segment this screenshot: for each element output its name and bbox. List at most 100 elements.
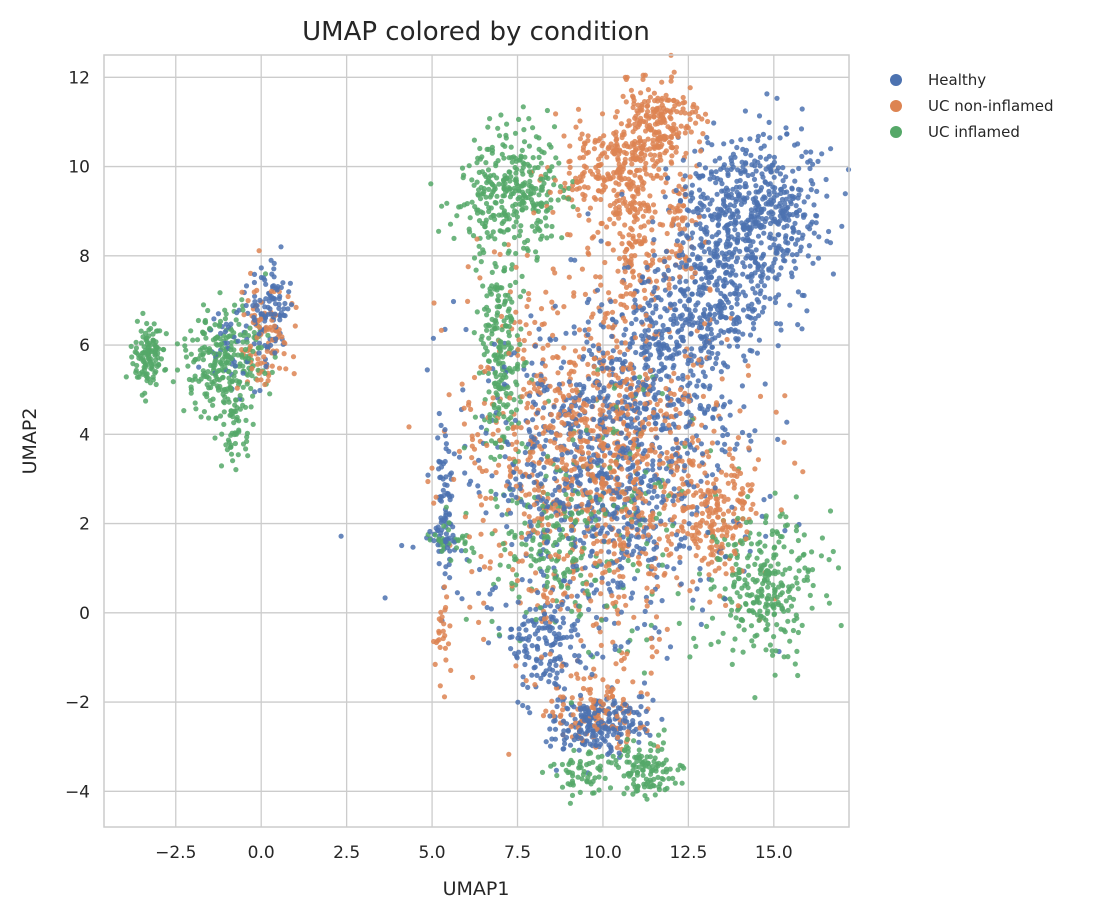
data-point-uc-non-inflamed <box>429 466 434 471</box>
data-point-uc-non-inflamed <box>722 561 727 566</box>
data-point-uc-inflamed <box>232 303 237 308</box>
data-point-uc-inflamed <box>691 636 696 641</box>
data-point-uc-inflamed <box>644 637 649 642</box>
data-point-uc-inflamed <box>544 474 549 479</box>
data-point-healthy <box>735 344 740 349</box>
data-point-healthy <box>677 265 682 270</box>
data-point-uc-inflamed <box>189 391 194 396</box>
data-point-uc-inflamed <box>448 558 453 563</box>
data-point-healthy <box>278 313 283 318</box>
data-point-uc-inflamed <box>195 337 200 342</box>
data-point-uc-non-inflamed <box>571 431 576 436</box>
data-point-uc-inflamed <box>219 463 224 468</box>
data-point-uc-non-inflamed <box>507 395 512 400</box>
data-point-uc-inflamed <box>464 617 469 622</box>
data-point-uc-non-inflamed <box>681 508 686 513</box>
data-point-uc-non-inflamed <box>541 713 546 718</box>
data-point-uc-inflamed <box>571 748 576 753</box>
data-point-healthy <box>811 202 816 207</box>
data-point-uc-non-inflamed <box>628 210 633 215</box>
data-point-healthy <box>774 96 779 101</box>
data-point-healthy <box>816 256 821 261</box>
data-point-healthy <box>776 244 781 249</box>
data-point-uc-non-inflamed <box>631 105 636 110</box>
data-point-uc-non-inflamed <box>531 210 536 215</box>
data-point-uc-inflamed <box>516 117 521 122</box>
data-point-uc-non-inflamed <box>705 119 710 124</box>
data-point-uc-non-inflamed <box>674 575 679 580</box>
data-point-healthy <box>636 740 641 745</box>
data-point-healthy <box>443 564 448 569</box>
data-point-healthy <box>508 646 513 651</box>
data-point-healthy <box>711 120 716 125</box>
data-point-uc-inflamed <box>710 616 715 621</box>
data-point-healthy <box>724 251 729 256</box>
data-point-uc-non-inflamed <box>623 603 628 608</box>
data-point-uc-inflamed <box>163 367 168 372</box>
data-point-uc-inflamed <box>446 520 451 525</box>
data-point-uc-inflamed <box>504 122 509 127</box>
data-point-healthy <box>410 545 415 550</box>
data-point-uc-inflamed <box>451 236 456 241</box>
data-point-uc-non-inflamed <box>676 208 681 213</box>
data-point-healthy <box>689 511 694 516</box>
data-point-uc-inflamed <box>746 564 751 569</box>
data-point-healthy <box>714 320 719 325</box>
data-point-uc-inflamed <box>770 653 775 658</box>
data-point-uc-non-inflamed <box>650 654 655 659</box>
data-point-healthy <box>575 632 580 637</box>
data-point-uc-non-inflamed <box>487 566 492 571</box>
data-point-uc-non-inflamed <box>619 121 624 126</box>
data-point-uc-non-inflamed <box>598 591 603 596</box>
data-point-healthy <box>579 736 584 741</box>
data-point-healthy <box>584 340 589 345</box>
data-point-healthy <box>570 564 575 569</box>
data-point-uc-non-inflamed <box>646 421 651 426</box>
data-point-uc-inflamed <box>475 309 480 314</box>
data-point-uc-inflamed <box>189 352 194 357</box>
data-point-healthy <box>784 131 789 136</box>
data-point-healthy <box>526 655 531 660</box>
data-point-uc-inflamed <box>768 642 773 647</box>
data-point-uc-inflamed <box>558 532 563 537</box>
data-point-uc-inflamed <box>454 213 459 218</box>
data-point-healthy <box>694 383 699 388</box>
data-point-uc-inflamed <box>199 414 204 419</box>
data-point-uc-inflamed <box>164 331 169 336</box>
data-point-uc-inflamed <box>124 374 129 379</box>
data-point-uc-inflamed <box>181 408 186 413</box>
data-point-uc-inflamed <box>508 283 513 288</box>
data-point-healthy <box>532 480 537 485</box>
data-point-healthy <box>638 401 643 406</box>
data-point-uc-inflamed <box>494 194 499 199</box>
data-point-healthy <box>600 503 605 508</box>
data-point-uc-non-inflamed <box>595 230 600 235</box>
data-point-uc-non-inflamed <box>562 181 567 186</box>
data-point-healthy <box>664 308 669 313</box>
data-point-uc-non-inflamed <box>561 304 566 309</box>
data-point-uc-non-inflamed <box>706 572 711 577</box>
data-point-healthy <box>578 430 583 435</box>
data-point-healthy <box>552 476 557 481</box>
data-point-uc-inflamed <box>185 364 190 369</box>
data-point-uc-non-inflamed <box>707 286 712 291</box>
data-point-healthy <box>632 298 637 303</box>
data-point-uc-inflamed <box>214 415 219 420</box>
data-point-uc-inflamed <box>527 144 532 149</box>
data-point-healthy <box>694 222 699 227</box>
data-point-uc-non-inflamed <box>694 553 699 558</box>
data-point-uc-non-inflamed <box>701 394 706 399</box>
data-point-uc-non-inflamed <box>720 376 725 381</box>
data-point-uc-inflamed <box>737 570 742 575</box>
data-point-uc-inflamed <box>537 542 542 547</box>
data-point-uc-inflamed <box>490 531 495 536</box>
data-point-uc-non-inflamed <box>688 174 693 179</box>
data-point-healthy <box>625 521 630 526</box>
data-point-uc-non-inflamed <box>526 291 531 296</box>
data-point-uc-inflamed <box>728 613 733 618</box>
data-point-uc-non-inflamed <box>543 363 548 368</box>
data-point-healthy <box>616 529 621 534</box>
data-point-uc-non-inflamed <box>738 491 743 496</box>
data-point-healthy <box>669 459 674 464</box>
data-point-uc-non-inflamed <box>717 593 722 598</box>
